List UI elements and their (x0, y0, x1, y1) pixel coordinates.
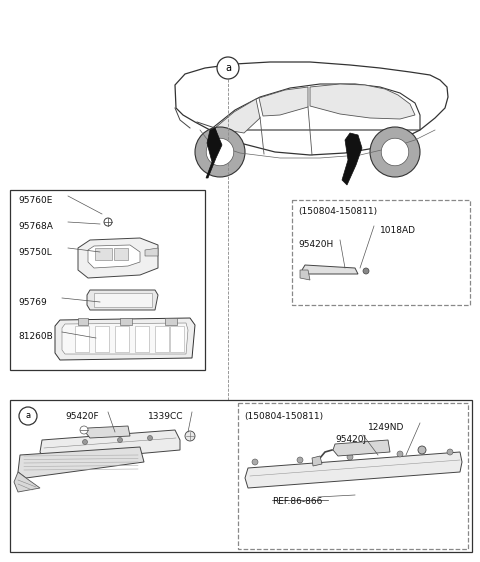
Circle shape (217, 57, 239, 79)
Polygon shape (14, 472, 40, 492)
Polygon shape (95, 326, 109, 352)
Circle shape (19, 407, 37, 425)
Polygon shape (245, 452, 462, 488)
Circle shape (447, 449, 453, 455)
Circle shape (195, 127, 245, 177)
Circle shape (381, 138, 409, 166)
Polygon shape (155, 326, 169, 352)
Bar (292, 200, 470, 305)
Text: 95420F: 95420F (65, 412, 98, 421)
Circle shape (80, 426, 88, 434)
Polygon shape (312, 456, 322, 466)
Text: 95769: 95769 (18, 298, 47, 307)
Bar (238, 403, 468, 549)
Circle shape (347, 454, 353, 460)
Polygon shape (206, 128, 222, 178)
Polygon shape (215, 99, 260, 133)
Text: 95750L: 95750L (18, 248, 52, 257)
Polygon shape (75, 326, 89, 352)
Circle shape (83, 439, 87, 445)
Text: 1339CC: 1339CC (148, 412, 183, 421)
Circle shape (118, 437, 122, 442)
Circle shape (252, 459, 258, 465)
Text: a: a (225, 63, 231, 73)
Polygon shape (114, 248, 128, 260)
Polygon shape (333, 440, 390, 456)
Polygon shape (310, 84, 415, 119)
Polygon shape (62, 323, 188, 354)
Text: 1018AD: 1018AD (380, 226, 416, 235)
Text: 95760E: 95760E (18, 196, 52, 205)
Circle shape (104, 218, 112, 226)
Text: 95768A: 95768A (18, 222, 53, 231)
Polygon shape (170, 326, 184, 352)
Polygon shape (300, 270, 310, 280)
Polygon shape (210, 84, 420, 130)
Polygon shape (94, 293, 152, 307)
Bar (10, 190, 205, 370)
Polygon shape (135, 326, 149, 352)
Polygon shape (88, 245, 140, 268)
Circle shape (370, 127, 420, 177)
Polygon shape (18, 447, 144, 478)
Text: a: a (25, 411, 31, 420)
Text: 95420J: 95420J (335, 435, 366, 444)
Polygon shape (55, 318, 195, 360)
Polygon shape (259, 87, 308, 116)
Circle shape (147, 436, 153, 441)
Circle shape (206, 138, 234, 166)
Polygon shape (342, 133, 362, 185)
Polygon shape (78, 318, 88, 325)
Text: (150804-150811): (150804-150811) (298, 207, 377, 216)
Bar (10, 400, 472, 552)
Polygon shape (115, 326, 129, 352)
Polygon shape (86, 426, 130, 438)
Text: 95420H: 95420H (298, 240, 333, 249)
Polygon shape (165, 318, 177, 325)
Circle shape (363, 268, 369, 274)
Text: 81260B: 81260B (18, 332, 53, 341)
Text: REF.86-866: REF.86-866 (272, 497, 323, 506)
Text: (150804-150811): (150804-150811) (244, 412, 323, 421)
Polygon shape (175, 62, 448, 155)
Polygon shape (95, 248, 112, 260)
Circle shape (297, 457, 303, 463)
Polygon shape (87, 290, 158, 310)
Circle shape (397, 451, 403, 457)
Circle shape (185, 431, 195, 441)
Polygon shape (145, 248, 158, 256)
Circle shape (418, 446, 426, 454)
Polygon shape (120, 318, 132, 325)
Polygon shape (302, 265, 358, 274)
Polygon shape (78, 238, 158, 278)
Polygon shape (40, 430, 180, 462)
Text: 1249ND: 1249ND (368, 423, 404, 432)
